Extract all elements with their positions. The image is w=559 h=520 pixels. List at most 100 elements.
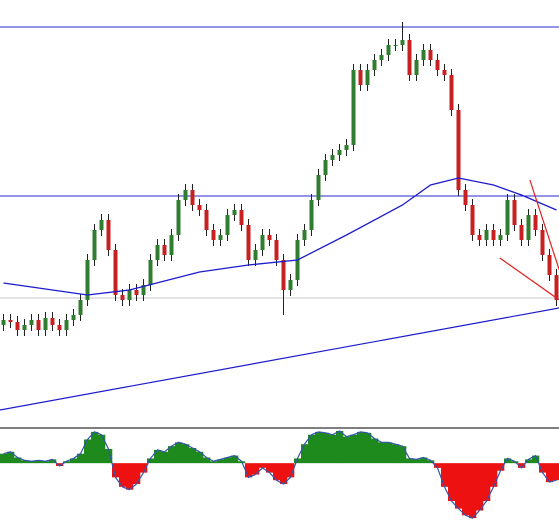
candle-body	[309, 200, 314, 230]
oscillator-bar	[203, 457, 211, 464]
oscillator-bar	[315, 431, 323, 464]
candle-body	[50, 318, 55, 325]
candle-body	[148, 260, 153, 285]
candle-body	[526, 215, 531, 240]
oscillator-bar	[343, 436, 351, 464]
candle-body	[358, 70, 363, 85]
oscillator-bar	[399, 446, 407, 464]
oscillator-bar	[0, 453, 8, 464]
oscillator-bar	[497, 463, 505, 471]
oscillator-bar	[189, 448, 197, 464]
candle-body	[260, 235, 265, 250]
oscillator-bar	[140, 463, 148, 473]
oscillator-bar	[427, 460, 435, 464]
oscillator-bar	[455, 463, 463, 509]
candle-body	[456, 110, 461, 190]
candle-body	[22, 325, 27, 330]
oscillator-bar	[329, 434, 337, 464]
oscillator-bar	[14, 457, 22, 464]
oscillator-bar	[196, 451, 204, 464]
candle-body	[239, 210, 244, 225]
trend-line	[529, 179, 559, 271]
oscillator-bar	[112, 463, 120, 478]
candle-body	[57, 325, 62, 330]
candle-body	[330, 155, 335, 160]
candle-body	[344, 145, 349, 150]
oscillator-bar	[182, 444, 190, 464]
candle-body	[29, 320, 34, 325]
candle-body	[232, 210, 237, 215]
oscillator-bar	[147, 458, 155, 464]
candle-body	[71, 315, 76, 320]
candle-body	[190, 190, 195, 205]
candle-body	[498, 235, 503, 240]
trend-line	[0, 307, 559, 411]
oscillator-bar	[546, 463, 554, 483]
candle-body	[155, 245, 160, 260]
candle-body	[477, 235, 482, 240]
oscillator-bar	[154, 449, 162, 464]
candle-body	[1, 320, 6, 325]
oscillator-bar	[168, 446, 176, 464]
candle-body	[183, 190, 188, 200]
oscillator-bar	[476, 463, 484, 511]
candle-body	[393, 45, 398, 46]
candle-body	[421, 50, 426, 60]
candle-body	[512, 200, 517, 225]
oscillator-bar	[378, 442, 386, 464]
oscillator-bar	[210, 461, 218, 464]
candle-body	[113, 250, 118, 295]
candle-body	[365, 70, 370, 85]
candle-body	[162, 245, 167, 255]
oscillator-bar	[490, 463, 498, 487]
candle-body	[127, 290, 132, 300]
oscillator-bar	[532, 455, 540, 464]
oscillator-bar	[266, 463, 274, 473]
oscillator-bar	[483, 463, 491, 502]
oscillator-bar	[504, 458, 512, 464]
oscillator-bar	[84, 439, 92, 464]
candle-body	[442, 70, 447, 75]
candle-body	[540, 230, 545, 255]
oscillator-bar	[294, 458, 302, 464]
candle-body	[547, 255, 552, 275]
oscillator-bar	[420, 457, 428, 464]
oscillator-bar	[161, 451, 169, 464]
candle-body	[253, 250, 258, 260]
candle-body	[288, 280, 293, 290]
oscillator-bar	[98, 434, 106, 464]
oscillator-bar	[364, 432, 372, 464]
candle-body	[470, 205, 475, 235]
oscillator-bar	[392, 444, 400, 464]
candle-body	[491, 230, 496, 240]
oscillator-bar	[259, 463, 267, 468]
candle-body	[134, 290, 139, 295]
oscillator-bar	[252, 463, 260, 475]
oscillator-bar	[441, 463, 449, 487]
oscillator-bar	[91, 431, 99, 464]
oscillator-bar	[357, 431, 365, 464]
candle-body	[36, 320, 41, 330]
oscillator-bar	[105, 448, 113, 464]
oscillator-bar	[133, 463, 141, 484]
oscillator-bar	[336, 430, 344, 464]
oscillator-bar	[308, 434, 316, 464]
oscillator-bar	[273, 463, 281, 481]
candle-body	[351, 70, 356, 145]
candle-body	[554, 275, 559, 300]
moving-average	[3, 177, 557, 296]
candle-body	[372, 60, 377, 70]
candle-body	[204, 210, 209, 230]
oscillator-bar	[413, 459, 421, 464]
candle-body	[43, 318, 48, 330]
oscillator-bar	[245, 463, 253, 478]
oscillator-line	[3, 430, 557, 519]
candle-body	[106, 220, 111, 250]
candle-body	[484, 230, 489, 240]
oscillator-bar	[280, 463, 288, 484]
candle-body	[141, 285, 146, 295]
candle-body	[505, 200, 510, 235]
candle-body	[323, 160, 328, 175]
oscillator-bar	[231, 455, 239, 464]
